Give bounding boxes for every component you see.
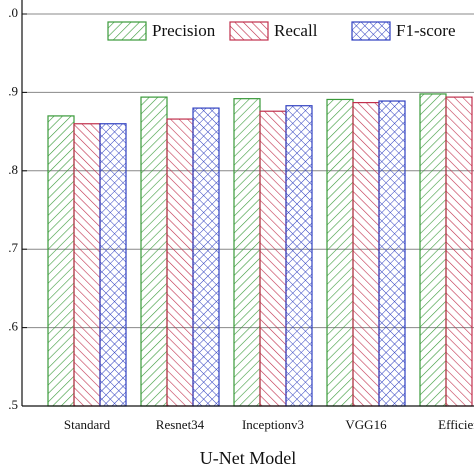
x-tick-label: VGG16	[345, 417, 387, 432]
legend-label: Precision	[152, 21, 216, 40]
bar	[445, 96, 473, 407]
y-tick-label: .9	[8, 83, 18, 98]
y-tick-label: .6	[8, 319, 18, 334]
y-tick-label: .8	[8, 162, 18, 177]
bar	[192, 107, 220, 407]
x-tick-label: Inceptionv3	[242, 417, 304, 432]
x-tick-label: Standard	[64, 417, 111, 432]
bar	[140, 96, 168, 407]
bar	[285, 105, 313, 407]
y-tick-label: .7	[8, 240, 18, 255]
bar	[326, 98, 354, 407]
legend-swatch	[107, 21, 147, 41]
bar	[47, 115, 75, 407]
legend-label: F1-score	[396, 21, 455, 40]
x-tick-label: Resnet34	[156, 417, 205, 432]
legend-swatch	[351, 21, 391, 41]
bar	[233, 98, 261, 407]
x-axis-label: U-Net Model	[200, 448, 296, 468]
y-tick-label: .5	[8, 397, 18, 412]
x-tick-label: Efficien	[438, 417, 474, 432]
bar	[259, 110, 287, 407]
legend-label: Recall	[274, 21, 318, 40]
bar	[352, 101, 380, 407]
bar	[378, 100, 406, 407]
bar	[73, 123, 101, 407]
legend-swatch	[229, 21, 269, 41]
y-tick-label: .0	[8, 5, 18, 20]
bar	[166, 118, 194, 407]
bar	[99, 123, 127, 407]
bar	[419, 93, 447, 407]
